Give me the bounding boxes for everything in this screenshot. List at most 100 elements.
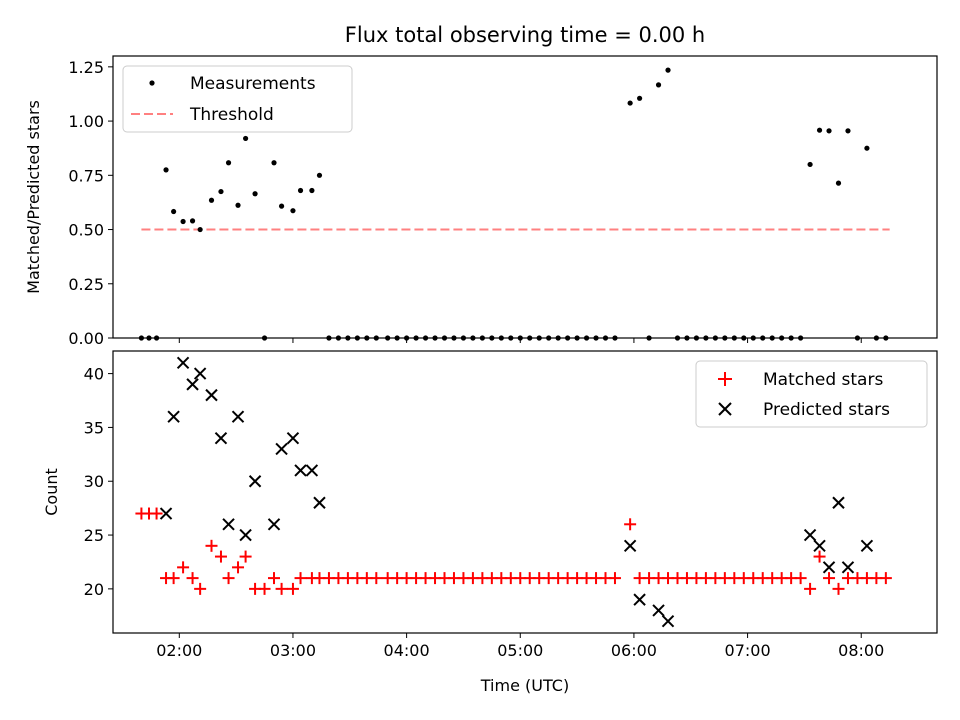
bottom-panel: 20 25 30 35 40 02:00 03:00 04:00 05:00 06:00 07:0…	[42, 350, 938, 695]
predicted-star-point	[193, 367, 207, 380]
bottom-plot-frame	[112, 350, 938, 634]
bottom-y-tick-label: 30	[84, 472, 104, 491]
bottom-y-ticks: 20 25 30 35 40	[84, 365, 113, 599]
legend-threshold-label: Threshold	[189, 105, 274, 125]
measurement-point	[242, 135, 249, 142]
matched-star-point	[222, 572, 235, 585]
figure-title: Flux total observing time = 0.00 h	[345, 23, 705, 47]
matched-star-point	[879, 572, 892, 585]
bottom-x-tick-label: 04:00	[384, 641, 430, 660]
matched-star-point	[258, 582, 271, 595]
measurement-point	[826, 128, 832, 134]
top-y-tick-label: 0.00	[68, 329, 104, 348]
top-plot-frame	[112, 55, 938, 339]
predicted-star-point	[159, 507, 173, 520]
top-y-tick-label: 0.50	[68, 221, 104, 240]
legend-predicted-marker	[718, 402, 732, 416]
top-legend: Measurements Threshold	[122, 65, 353, 133]
matched-star-point	[832, 582, 845, 595]
measurement-point	[225, 160, 232, 166]
predicted-star-point	[803, 528, 817, 542]
predicted-star-point	[176, 356, 190, 370]
measurement-point	[252, 191, 258, 197]
measurement-point	[807, 161, 813, 168]
predicted-star-point	[214, 431, 228, 445]
legend-measurements-marker	[149, 80, 155, 86]
matched-star-point	[239, 550, 252, 563]
measurement-point	[316, 172, 323, 178]
measurement-point	[278, 203, 285, 209]
predicted-star-point	[222, 518, 235, 531]
legend-matched-marker	[718, 372, 732, 386]
predicted-star-point	[286, 431, 300, 445]
predicted-star-point	[661, 614, 675, 628]
matched-star-point	[232, 561, 245, 574]
predicted-star-point	[822, 561, 836, 574]
matched-star-point	[186, 572, 199, 585]
bottom-legend-box	[695, 360, 928, 428]
bottom-x-tick-label: 08:00	[838, 641, 884, 660]
measurement-point	[297, 187, 304, 194]
measurement-point	[171, 208, 177, 215]
matched-star-point	[194, 582, 207, 595]
predicted-star-point	[813, 539, 826, 553]
bottom-x-ticks: 02:00 03:00 04:00 05:00 06:00 07:00 08:00	[156, 633, 884, 660]
measurement-point	[271, 160, 277, 166]
measurement-point	[180, 218, 186, 225]
measurement-point	[208, 197, 215, 203]
measurement-point	[627, 100, 633, 106]
top-y-tick-label: 1.25	[68, 58, 104, 77]
predicted-star-point	[841, 561, 855, 574]
bottom-y-tick-label: 35	[84, 418, 104, 437]
bottom-x-tick-label: 06:00	[611, 641, 657, 660]
top-panel: 0.00 0.25 0.50 0.75 1.00 1.25 Matched/Predict…	[24, 55, 938, 348]
predicted-star-point	[313, 496, 326, 509]
predicted-star-point	[294, 464, 307, 477]
predicted-star-points	[159, 356, 874, 628]
measurement-point	[835, 180, 842, 186]
legend-matched-label: Matched stars	[763, 370, 883, 390]
predicted-star-point	[633, 593, 646, 606]
predicted-star-point	[186, 378, 199, 391]
bottom-y-tick-label: 40	[84, 365, 104, 384]
bottom-legend: Matched stars Predicted stars	[695, 360, 928, 428]
predicted-star-point	[267, 518, 281, 531]
measurement-point	[864, 145, 870, 151]
bottom-x-tick-label: 03:00	[270, 641, 316, 660]
measurement-point	[845, 128, 851, 134]
top-y-tick-label: 0.25	[68, 275, 104, 294]
top-y-tick-label: 1.00	[68, 112, 104, 131]
legend-measurements-label: Measurements	[190, 74, 316, 94]
matched-star-point	[804, 582, 817, 595]
matched-star-point	[794, 572, 807, 585]
measurement-point	[197, 226, 203, 233]
matched-star-point	[370, 572, 383, 585]
matched-star-point	[268, 572, 281, 585]
matched-star-point	[177, 561, 190, 574]
matched-star-point	[214, 550, 227, 563]
predicted-star-point	[231, 410, 245, 423]
predicted-star-point	[305, 464, 319, 477]
bottom-x-tick-label: 05:00	[497, 641, 543, 660]
predicted-star-point	[248, 475, 262, 488]
predicted-star-point	[275, 442, 288, 456]
measurement-point	[655, 82, 662, 88]
measurement-point	[665, 67, 671, 73]
matched-star-points	[135, 507, 892, 595]
matched-star-point	[624, 518, 637, 531]
x-axis-label: Time (UTC)	[480, 676, 569, 695]
bottom-y-tick-label: 20	[84, 580, 104, 599]
measurement-point	[163, 167, 169, 173]
predicted-star-point	[623, 539, 637, 553]
matched-star-point	[813, 550, 826, 563]
predicted-star-point	[652, 604, 665, 617]
predicted-star-point	[205, 388, 218, 402]
matched-star-point	[294, 572, 307, 585]
matched-star-point	[205, 539, 218, 552]
measurement-point	[309, 187, 315, 194]
matched-star-point	[286, 582, 299, 595]
top-y-tick-label: 0.75	[68, 166, 104, 185]
measurement-point	[290, 208, 296, 214]
measurement-point	[218, 188, 224, 195]
